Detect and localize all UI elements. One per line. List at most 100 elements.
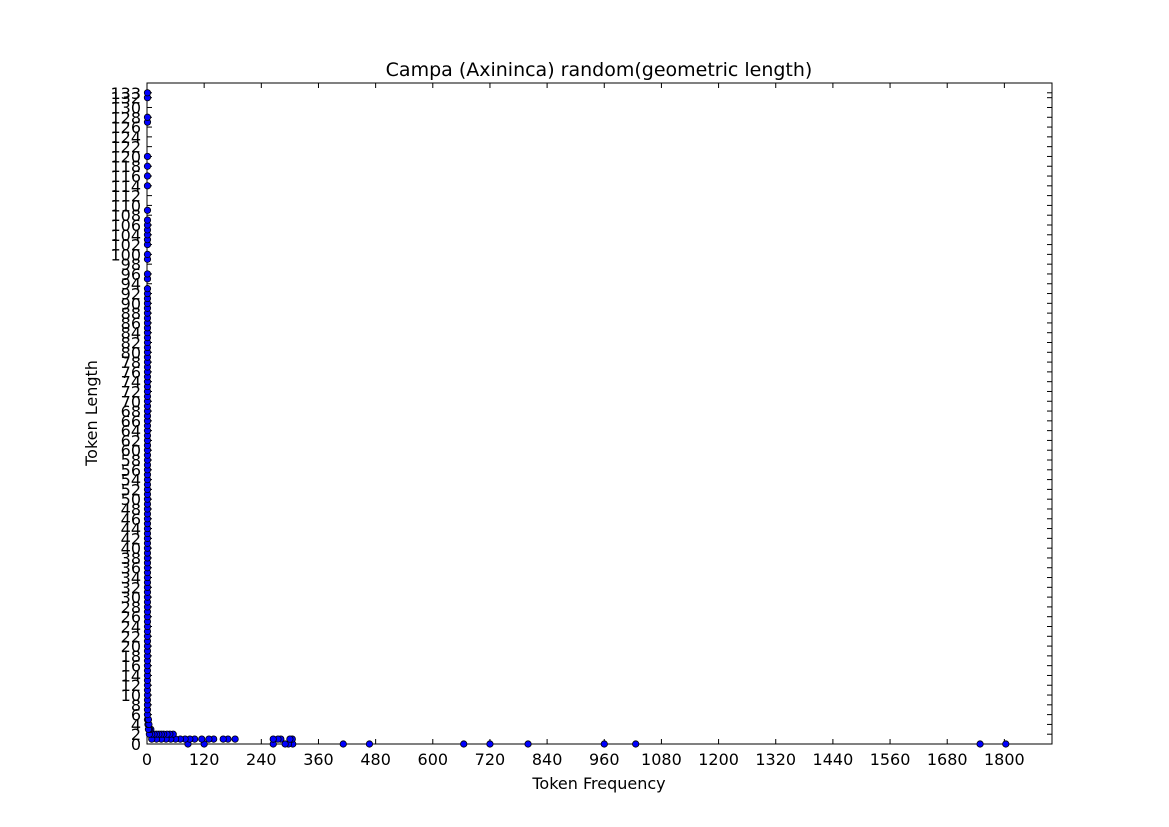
x-tick-label: 1800 <box>984 750 1025 769</box>
y-tick-label: 100 <box>110 245 141 264</box>
x-tick-label: 960 <box>589 750 620 769</box>
data-point <box>205 735 213 743</box>
y-tick-label: 124 <box>110 128 141 147</box>
y-tick-label: 46 <box>121 510 141 529</box>
y-tick-label: 26 <box>121 608 141 627</box>
y-tick-label: 24 <box>121 617 141 636</box>
y-tick-label: 130 <box>110 98 141 117</box>
y-tick-label: 112 <box>110 187 141 206</box>
y-tick-label: 20 <box>121 637 141 656</box>
data-point <box>486 740 494 748</box>
y-tick-label: 10 <box>121 686 141 705</box>
y-tick-label: 110 <box>110 196 141 215</box>
y-tick-label: 126 <box>110 118 141 137</box>
data-point <box>143 113 152 121</box>
data-point <box>976 740 984 748</box>
y-tick-label: 54 <box>121 471 141 490</box>
y-tick-label: 52 <box>121 480 141 499</box>
y-tick-label: 86 <box>121 314 141 333</box>
y-tick-label: 34 <box>121 569 141 588</box>
data-point <box>286 735 294 743</box>
x-tick-label: 1440 <box>813 750 854 769</box>
x-axis-label: Token Frequency <box>531 774 665 793</box>
y-tick-label: 98 <box>121 255 141 274</box>
data-point <box>143 89 152 97</box>
y-tick-label: 70 <box>121 392 141 411</box>
y-tick-label: 76 <box>121 363 141 382</box>
data-point <box>281 740 289 748</box>
y-tick-label: 18 <box>121 647 141 666</box>
y-tick-label: 28 <box>121 598 141 617</box>
x-tick-label: 1080 <box>641 750 682 769</box>
y-tick-label: 118 <box>110 157 141 176</box>
x-tick-label: 600 <box>418 750 449 769</box>
y-tick-label: 40 <box>121 539 141 558</box>
y-tick-label: 106 <box>110 216 141 235</box>
data-point <box>231 735 239 743</box>
data-point <box>143 270 152 278</box>
data-point <box>524 740 532 748</box>
y-tick-label: 16 <box>121 657 141 676</box>
y-tick-label: 128 <box>110 108 141 127</box>
y-tick-label: 80 <box>121 343 141 362</box>
y-tick-label: 0 <box>131 735 141 754</box>
data-point <box>1002 740 1010 748</box>
y-tick-label: 42 <box>121 529 141 548</box>
y-tick-label: 56 <box>121 461 141 480</box>
data-point <box>339 740 347 748</box>
data-point <box>365 740 374 748</box>
y-tick-label: 114 <box>110 177 141 196</box>
x-tick-label: 0 <box>142 750 152 769</box>
data-point <box>143 182 152 190</box>
y-tick-label: 32 <box>121 578 141 597</box>
y-tick-label: 6 <box>131 706 141 725</box>
y-tick-label: 108 <box>110 206 141 225</box>
y-tick-label: 94 <box>121 275 141 294</box>
y-tick-label: 68 <box>121 402 141 421</box>
data-point <box>143 206 152 214</box>
data-point <box>143 162 152 170</box>
y-tick-label: 58 <box>121 451 141 470</box>
data-point <box>198 735 206 743</box>
x-tick-label: 480 <box>360 750 391 769</box>
y-tick-label: 90 <box>121 294 141 313</box>
chart-title: Campa (Axininca) random(geometric length… <box>386 59 813 81</box>
y-tick-label: 66 <box>121 412 141 431</box>
y-tick-label: 88 <box>121 304 141 323</box>
x-tick-label: 240 <box>246 750 277 769</box>
plot-frame <box>146 82 1053 745</box>
y-tick-label: 84 <box>121 324 141 343</box>
data-point <box>219 735 227 743</box>
x-tick-label: 1200 <box>698 750 739 769</box>
y-tick-label: 72 <box>121 382 141 401</box>
y-tick-label: 116 <box>110 167 141 186</box>
y-tick-label: 38 <box>121 549 141 568</box>
y-tick-label: 64 <box>121 422 141 441</box>
y-tick-label: 48 <box>121 500 141 519</box>
y-tick-label: 82 <box>121 334 141 353</box>
y-tick-label: 62 <box>121 431 141 450</box>
y-tick-label: 120 <box>110 147 141 166</box>
data-point <box>600 740 608 748</box>
y-tick-label: 44 <box>121 520 141 539</box>
data-point <box>632 740 640 748</box>
y-tick-label: 122 <box>110 138 141 157</box>
y-tick-label: 36 <box>121 559 141 578</box>
x-tick-label: 360 <box>303 750 334 769</box>
x-tick-label: 120 <box>189 750 220 769</box>
y-tick-label: 12 <box>121 676 141 695</box>
y-tick-label: 4 <box>131 715 141 734</box>
data-point <box>143 172 152 180</box>
y-tick-label: 8 <box>131 696 141 715</box>
y-tick-label: 92 <box>121 285 141 304</box>
data-point <box>143 152 152 161</box>
y-tick-label: 74 <box>121 373 141 392</box>
data-point <box>269 735 277 743</box>
y-tick-label: 78 <box>121 353 141 372</box>
y-tick-label: 2 <box>131 725 141 744</box>
x-tick-label: 1560 <box>870 750 911 769</box>
y-tick-label: 60 <box>121 441 141 460</box>
y-tick-label: 104 <box>110 226 141 245</box>
y-tick-label: 96 <box>121 265 141 284</box>
